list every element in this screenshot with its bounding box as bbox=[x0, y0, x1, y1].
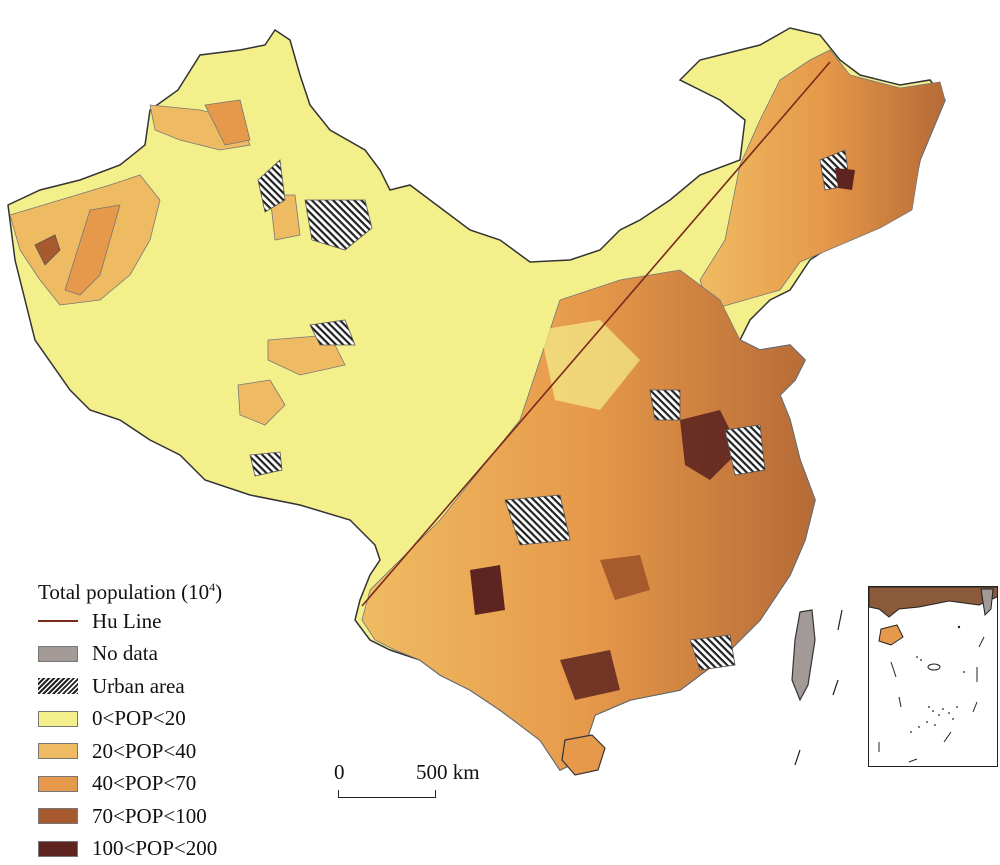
legend-title-text: Total population (10 bbox=[38, 580, 209, 604]
scale-zero-label: 0 bbox=[334, 760, 345, 785]
inset-dash-2 bbox=[979, 637, 984, 647]
inset-island bbox=[928, 664, 940, 670]
hu-line-swatch-icon bbox=[38, 620, 78, 622]
legend-label: Hu Line bbox=[92, 609, 161, 634]
legend-label: 40<POP<70 bbox=[92, 771, 196, 796]
legend-title: Total population (104) bbox=[38, 574, 222, 605]
scale-bar: 0 500 km bbox=[330, 760, 530, 784]
inset-dash-4 bbox=[899, 697, 901, 707]
legend-item-pop-20-40: 20<POP<40 bbox=[38, 735, 222, 768]
northeast-dark bbox=[835, 168, 855, 190]
scale-max-label: 500 km bbox=[416, 760, 480, 785]
legend-item-no-data: No data bbox=[38, 638, 222, 671]
legend-label: 20<POP<40 bbox=[92, 739, 196, 764]
urban-hatch-swatch-icon bbox=[38, 678, 78, 694]
inset-dash-1 bbox=[891, 662, 896, 677]
inset-hainan bbox=[879, 625, 903, 645]
scale-bar-line bbox=[338, 790, 436, 798]
island-dash-3 bbox=[838, 610, 842, 630]
legend-label: 70<POP<100 bbox=[92, 804, 207, 829]
island-dash-1 bbox=[833, 680, 838, 695]
legend-label: Urban area bbox=[92, 674, 185, 699]
legend-item-pop-100-200: 100<POP<200 bbox=[38, 833, 222, 865]
map-legend: Total population (104) Hu Line No data U… bbox=[38, 574, 222, 865]
legend-item-pop-0-20: 0<POP<20 bbox=[38, 703, 222, 736]
legend-item-urban-area: Urban area bbox=[38, 670, 222, 703]
hainan-island bbox=[562, 735, 605, 775]
inset-spratly-dots bbox=[910, 626, 965, 733]
legend-label: No data bbox=[92, 641, 158, 666]
pop-0-20-swatch-icon bbox=[38, 711, 78, 727]
island-dash-2 bbox=[795, 750, 800, 765]
inset-dash-8 bbox=[909, 759, 917, 762]
legend-item-pop-40-70: 40<POP<70 bbox=[38, 768, 222, 801]
no-data-swatch-icon bbox=[38, 646, 78, 662]
legend-label: 100<POP<200 bbox=[92, 836, 217, 861]
legend-item-pop-70-100: 70<POP<100 bbox=[38, 800, 222, 833]
east-dark-3 bbox=[470, 565, 505, 615]
inset-taiwan bbox=[981, 589, 993, 615]
pop-70-100-swatch-icon bbox=[38, 808, 78, 824]
legend-label: 0<POP<20 bbox=[92, 706, 186, 731]
legend-title-close: ) bbox=[215, 580, 222, 604]
east-urban-4 bbox=[650, 390, 680, 420]
inset-dash-6 bbox=[944, 732, 951, 742]
taiwan-island bbox=[792, 610, 815, 700]
south-china-sea-inset bbox=[868, 586, 998, 767]
inset-mainland-coast bbox=[869, 587, 998, 617]
pop-100-200-swatch-icon bbox=[38, 841, 78, 857]
inset-dash-5 bbox=[973, 702, 977, 712]
inset-map bbox=[869, 587, 998, 767]
pop-40-70-swatch-icon bbox=[38, 776, 78, 792]
pop-20-40-swatch-icon bbox=[38, 743, 78, 759]
legend-item-hu-line: Hu Line bbox=[38, 605, 222, 638]
